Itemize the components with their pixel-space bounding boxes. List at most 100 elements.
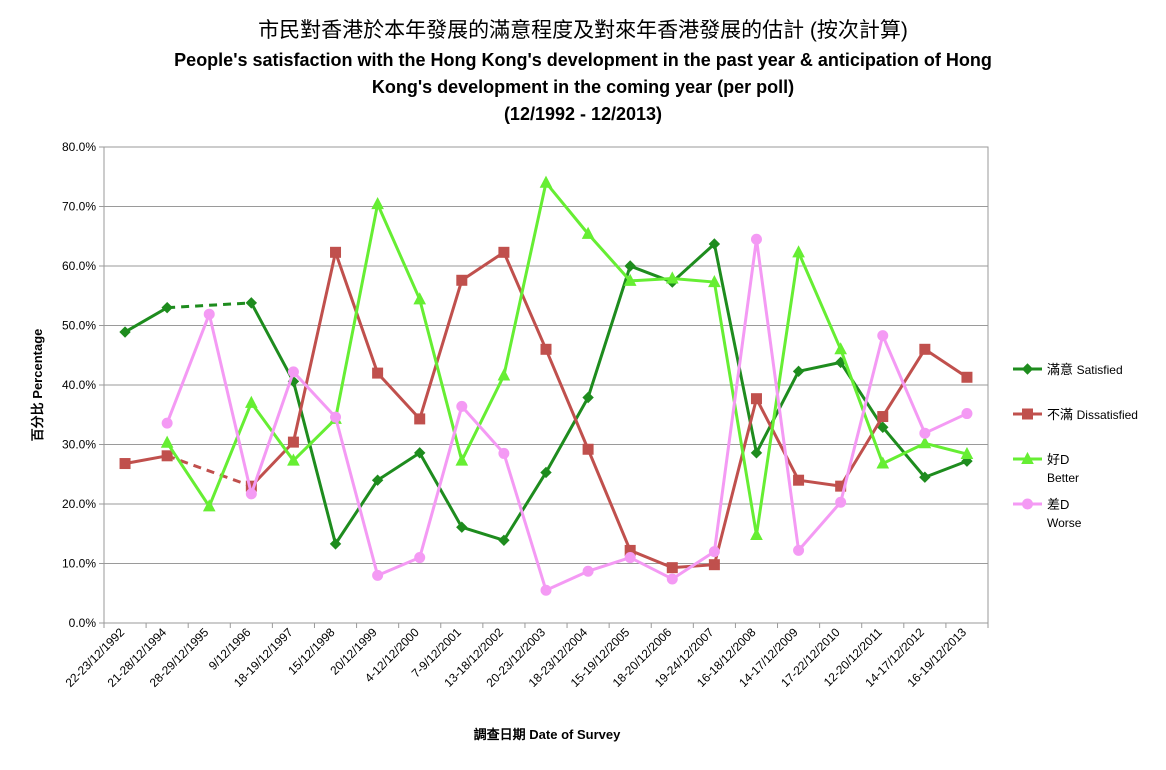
series-line-segment bbox=[754, 397, 801, 482]
series-line-segment bbox=[881, 441, 927, 466]
series-dashed-segment bbox=[167, 301, 252, 310]
series-group bbox=[160, 175, 974, 540]
series-line-segment bbox=[670, 550, 716, 581]
series-line-segment bbox=[291, 417, 338, 463]
series-line-segment bbox=[712, 237, 758, 554]
series-line-segment bbox=[376, 451, 422, 482]
series-line-segment bbox=[628, 548, 674, 570]
data-point-marker bbox=[919, 471, 931, 483]
data-point-marker bbox=[582, 443, 594, 455]
series-line-segment bbox=[165, 312, 211, 425]
data-point-marker bbox=[330, 246, 342, 258]
series-line-segment bbox=[881, 334, 927, 435]
y-tick-label: 80.0% bbox=[62, 140, 96, 154]
series-line-segment bbox=[334, 202, 380, 421]
axes bbox=[99, 146, 989, 628]
series-line-segment bbox=[165, 441, 211, 508]
series-line-segment bbox=[797, 360, 843, 373]
data-point-marker bbox=[372, 569, 384, 581]
data-point-marker bbox=[161, 301, 173, 314]
series-line-segment bbox=[586, 447, 632, 552]
data-point-marker bbox=[540, 343, 552, 355]
y-tick-label: 70.0% bbox=[62, 200, 96, 214]
series-line-segment bbox=[207, 401, 253, 508]
series-line-segment bbox=[249, 301, 295, 383]
series-line-segment bbox=[544, 347, 590, 451]
series-line-segment bbox=[502, 451, 548, 592]
y-tick-label: 60.0% bbox=[62, 259, 96, 273]
data-point-marker bbox=[835, 496, 847, 508]
series-line-segment bbox=[502, 250, 548, 351]
series-line-segment bbox=[797, 478, 843, 488]
series-line-segment bbox=[544, 569, 590, 592]
data-point-marker bbox=[161, 450, 173, 462]
series-line-segment bbox=[460, 373, 506, 463]
data-point-marker bbox=[160, 435, 174, 448]
series-line-segment bbox=[123, 306, 169, 334]
series-group bbox=[119, 246, 973, 574]
series-line-segment bbox=[839, 347, 885, 466]
data-point-marker bbox=[245, 297, 258, 309]
data-point-marker bbox=[497, 368, 511, 381]
legend-item: 好D Better bbox=[1013, 451, 1079, 485]
series-line-segment bbox=[754, 237, 801, 552]
y-tick-label: 20.0% bbox=[62, 497, 96, 511]
y-tick-label: 40.0% bbox=[62, 378, 96, 392]
series-line-segment bbox=[249, 370, 295, 496]
series-line-segment bbox=[460, 404, 506, 455]
data-series bbox=[119, 175, 974, 596]
series-dashed-segment bbox=[166, 454, 252, 488]
series-line-segment bbox=[839, 334, 885, 504]
series-line-segment bbox=[376, 202, 422, 301]
data-point-marker bbox=[245, 395, 258, 408]
data-point-marker bbox=[582, 391, 594, 404]
data-point-marker bbox=[330, 411, 342, 423]
series-line-segment bbox=[291, 250, 338, 444]
data-point-marker bbox=[877, 330, 889, 342]
legend-label: 差D bbox=[1047, 497, 1069, 512]
data-point-marker bbox=[792, 245, 805, 258]
data-point-marker bbox=[793, 544, 805, 556]
series-line-segment bbox=[586, 264, 632, 399]
data-point-marker bbox=[456, 521, 468, 533]
series-line-segment bbox=[797, 500, 843, 552]
data-point-marker bbox=[792, 365, 805, 378]
series-line-segment bbox=[460, 525, 506, 542]
data-point-marker bbox=[877, 421, 889, 433]
series-line-segment bbox=[291, 370, 338, 419]
series-line-segment bbox=[712, 280, 758, 537]
data-point-marker bbox=[750, 527, 763, 540]
data-point-marker bbox=[371, 197, 384, 210]
legend-sublabel: Dissatisfied bbox=[1077, 408, 1138, 422]
series-line-segment bbox=[712, 242, 758, 455]
series-line-segment bbox=[334, 415, 380, 577]
data-point-marker bbox=[919, 343, 931, 355]
series-line-segment bbox=[334, 478, 380, 546]
data-point-marker bbox=[624, 260, 636, 272]
data-point-marker bbox=[919, 427, 931, 439]
y-tick-label: 0.0% bbox=[69, 616, 97, 630]
data-point-marker bbox=[456, 400, 468, 412]
data-point-marker bbox=[624, 552, 636, 564]
series-group bbox=[161, 233, 973, 596]
data-point-marker bbox=[708, 546, 720, 558]
series-line-segment bbox=[207, 312, 253, 496]
series-line-segment bbox=[670, 242, 716, 284]
data-point-marker bbox=[540, 466, 552, 479]
data-point-marker bbox=[876, 456, 890, 469]
data-point-marker bbox=[202, 499, 216, 512]
y-axis-title: 百分比 Percentage bbox=[30, 329, 45, 442]
data-point-marker bbox=[961, 371, 973, 383]
chart-title-line-3: (12/1992 - 12/2013) bbox=[503, 104, 663, 124]
data-point-marker bbox=[414, 413, 426, 425]
legend-label: 滿意 Satisfied bbox=[1047, 362, 1123, 377]
legend-sublabel: Worse bbox=[1047, 516, 1082, 530]
data-point-marker bbox=[960, 446, 974, 460]
series-line-segment bbox=[544, 395, 590, 474]
y-tick-label: 30.0% bbox=[62, 438, 96, 452]
chart-title-chinese: 市民對香港於本年發展的滿意程度及對來年香港發展的估計 (按次計算) bbox=[258, 19, 908, 42]
data-point-marker bbox=[287, 436, 299, 448]
data-point-marker bbox=[287, 366, 299, 378]
data-point-marker bbox=[539, 175, 553, 188]
